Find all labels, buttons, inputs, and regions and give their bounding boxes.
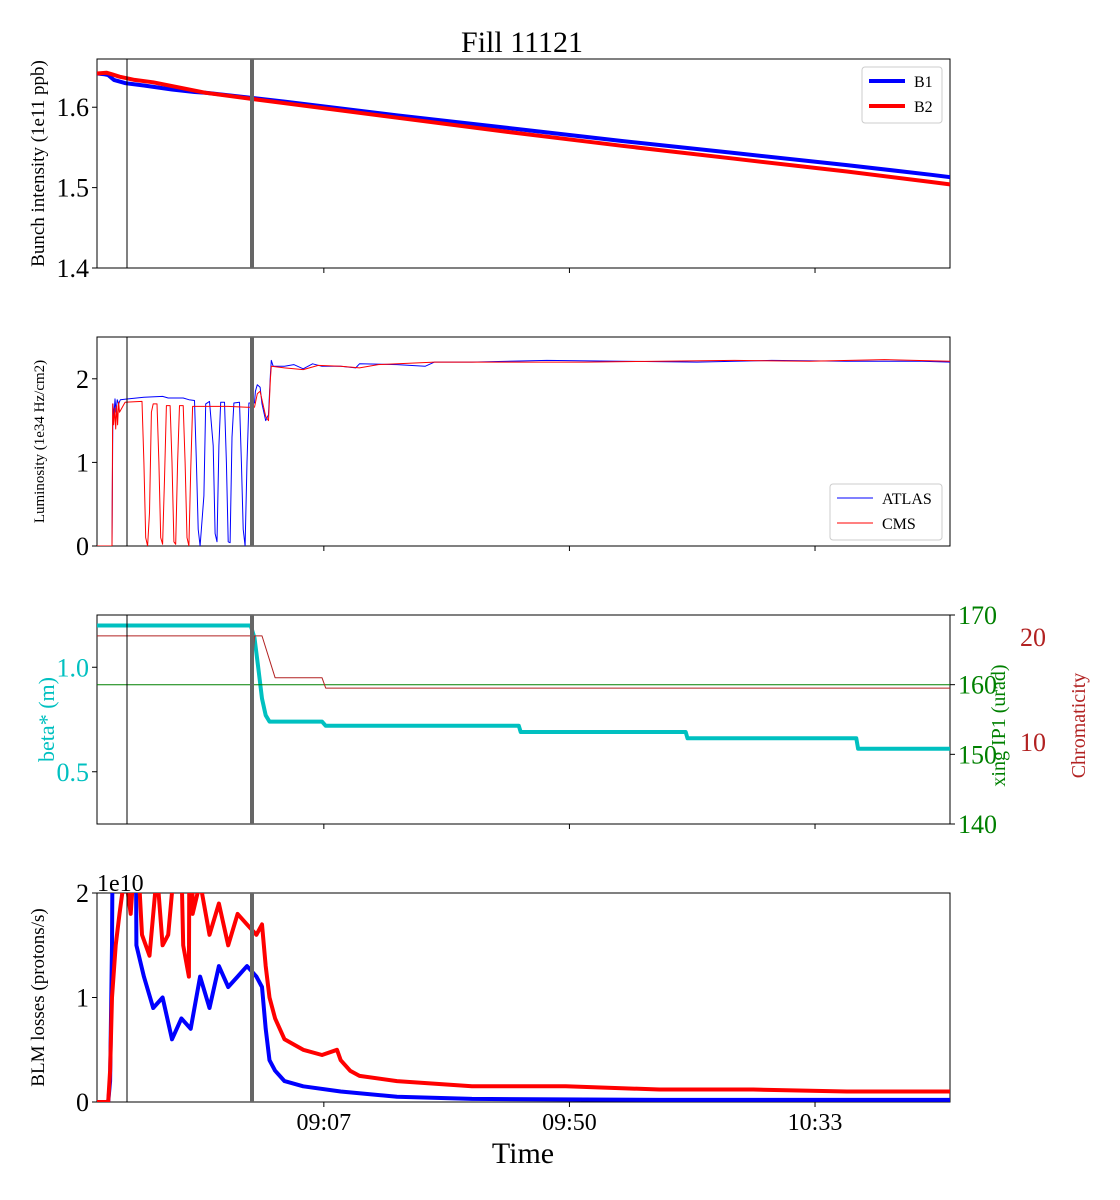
subplot-2: 0 1 2 Luminosity (1e34 Hz/cm2) ATLAS CMS [32, 336, 951, 561]
y-tick-label: 0 [76, 532, 89, 561]
y-tick-label: 1.6 [57, 93, 90, 122]
series-line-beta- [97, 623, 950, 751]
series-group [97, 70, 950, 187]
series-group [97, 893, 950, 1102]
figure-title: Fill 11121 [461, 26, 583, 59]
legend: ATLAS CMS [829, 483, 943, 541]
x-axis-label: Time [492, 1137, 554, 1170]
y-axis-label: Luminosity (1e34 Hz/cm2) [32, 360, 48, 523]
series-line-b1 [97, 71, 950, 180]
legend-label: B2 [914, 99, 933, 116]
legend-label: CMS [882, 516, 916, 533]
x-tick-label: 10:33 [788, 1110, 843, 1136]
legend-label: B1 [914, 74, 933, 91]
plot-frame [96, 614, 951, 825]
y-axis-label: BLM losses (protons/s) [28, 908, 49, 1086]
y-tick-label: 1.0 [57, 653, 90, 682]
right-y-tick-label: 160 [958, 671, 997, 700]
y-offset-label: 1e10 [97, 871, 144, 897]
y-tick-label: 1 [76, 984, 89, 1013]
y-tick-label: 0 [76, 1088, 89, 1117]
y-axis-label: beta* (m) [34, 677, 59, 762]
series-line-cms [97, 359, 950, 546]
chromaticity-tick-label: 10 [1020, 728, 1046, 757]
series-line-b2 [97, 893, 950, 1102]
plot-frame [96, 58, 951, 269]
series-group [97, 359, 950, 546]
chromaticity-tick-label: 20 [1020, 623, 1046, 652]
y-axis-label: Bunch intensity (1e11 ppb) [28, 60, 49, 267]
chromaticity-axis-label: Chromaticity [1068, 673, 1090, 779]
plot-frame [96, 336, 951, 547]
y-tick-label: 1.5 [57, 174, 90, 203]
series-line-chromaticity [97, 635, 950, 689]
y-tick-label: 2 [76, 879, 89, 908]
y-tick-label: 0.5 [57, 758, 90, 787]
series-line-b2 [97, 70, 950, 187]
y-tick-label: 2 [76, 365, 89, 394]
series-group [97, 623, 950, 751]
right-y-tick-label: 150 [958, 740, 997, 769]
legend-label: ATLAS [882, 491, 932, 508]
y-tick-label: 1.4 [57, 254, 90, 283]
x-tick-label: 09:50 [542, 1110, 597, 1136]
x-tick-label: 09:07 [297, 1110, 352, 1136]
right-y-tick-label: 170 [958, 601, 997, 630]
right-y-axis-label: xing IP1 (urad) [988, 664, 1010, 786]
series-line-b1 [97, 893, 950, 1102]
subplot-4: 09:07 09:50 10:33 0 1 2 BLM losses (protons/s)… [28, 871, 951, 1136]
right-y-tick-label: 140 [958, 810, 997, 839]
series-line-atlas [97, 359, 950, 546]
y-tick-label: 1 [76, 448, 89, 477]
